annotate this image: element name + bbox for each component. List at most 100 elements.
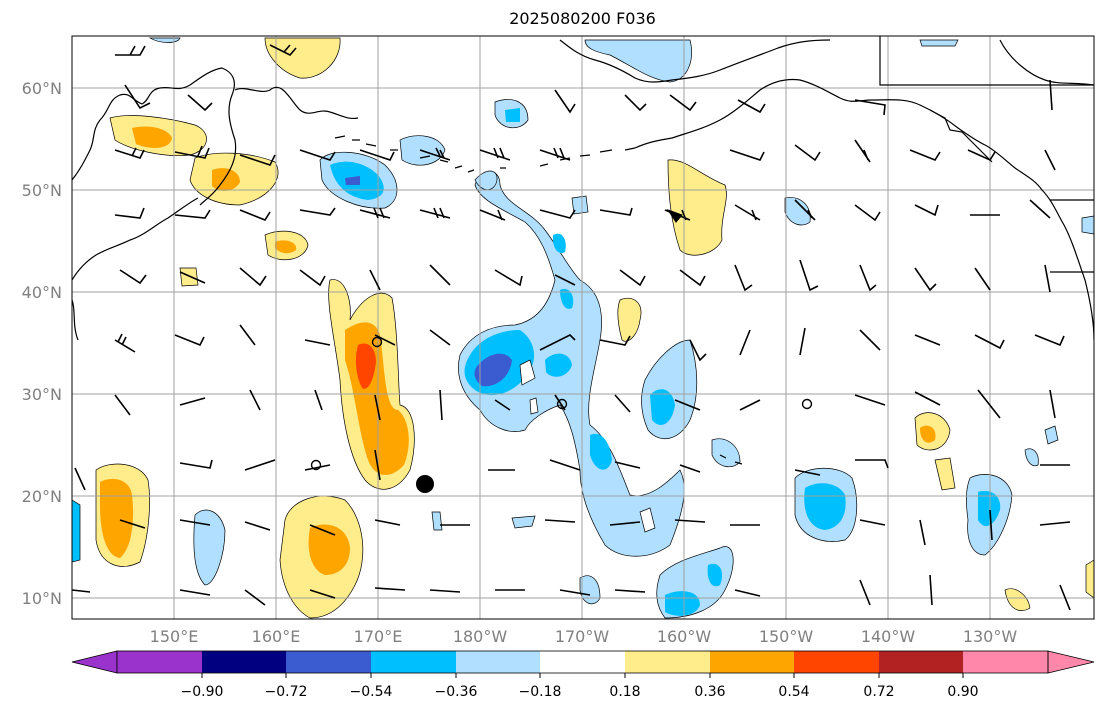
lon-label-170e: 170°E [354, 627, 403, 646]
wind-barb [674, 399, 701, 411]
negative-anomaly-core [804, 483, 846, 530]
wind-barb [854, 99, 886, 116]
negative-anomaly-core [505, 108, 520, 122]
colorbar-segment [117, 651, 202, 673]
wind-barb [479, 209, 506, 221]
wind-barb [179, 519, 211, 526]
wind-barb [179, 271, 206, 284]
negative-anomaly-peak [474, 353, 512, 387]
negative-anomaly-region [919, 39, 959, 47]
wind-barb [239, 267, 267, 287]
colorbar-tick-label: 0.72 [863, 684, 894, 700]
lat-label-60n: 60°N [22, 79, 62, 98]
colorbar-segment [202, 651, 286, 673]
colorbar-segment [710, 651, 794, 673]
colorbar-tick-label: 0.54 [778, 684, 809, 700]
wind-barb [479, 147, 511, 161]
wind-barb [374, 587, 406, 591]
lon-label-130w: 130°W [963, 627, 1018, 646]
wind-barb [554, 274, 576, 286]
wind-barb [929, 574, 933, 606]
wind-barb [739, 399, 761, 411]
wind-barb [429, 264, 451, 286]
calm-wind-marker [801, 398, 813, 410]
map-title: 2025080200 F036 [509, 9, 656, 28]
lon-label-170w: 170°W [555, 627, 610, 646]
wind-barb [854, 204, 881, 222]
anomaly-hole [639, 507, 656, 533]
country-border [879, 36, 1094, 86]
negative-anomaly-peak [345, 176, 360, 185]
colorbar-segment [371, 651, 456, 673]
wind-barb [855, 459, 889, 469]
wind-barb [269, 44, 297, 56]
wind-barb [914, 267, 937, 292]
wind-barb [794, 144, 821, 162]
province-border [1050, 199, 1094, 273]
wind-barb [309, 589, 336, 599]
lat-label-50n: 50°N [22, 181, 62, 200]
wind-barb [734, 204, 761, 221]
negative-anomaly-core [590, 433, 612, 470]
negative-anomaly-region [584, 39, 692, 83]
wind-barb-flag [666, 209, 683, 223]
wind-barb [549, 459, 581, 471]
positive-anomaly-core [132, 126, 172, 148]
wind-barb [374, 334, 396, 346]
calm-wind-marker [371, 336, 383, 348]
calm-wind-marker [556, 398, 568, 410]
colorbar-segment [286, 651, 371, 673]
wind-barb [609, 521, 641, 526]
wind-barb [309, 524, 336, 536]
alaska-north-coast [559, 39, 831, 83]
gulf-coast-detail [929, 109, 993, 163]
wind-barb [244, 589, 266, 606]
wind-barb [119, 269, 147, 285]
wind-barb [614, 461, 641, 469]
wind-barb [115, 45, 146, 56]
wind-barb [239, 154, 276, 166]
lon-label-150w: 150°W [759, 627, 814, 646]
wind-barb [1029, 199, 1051, 219]
colorbar-tick-label: −0.54 [350, 684, 393, 700]
negative-anomaly-core [978, 490, 1001, 527]
wind-barb [974, 334, 1005, 350]
wind-barb [1059, 584, 1071, 611]
calm-wind-marker [310, 459, 322, 471]
wind-barb [914, 391, 941, 406]
wind-barb [854, 139, 871, 163]
wind-barb [619, 269, 646, 287]
wind-barb [914, 204, 939, 217]
wind-barb [494, 269, 523, 287]
alaska-coastline [634, 78, 1094, 341]
wind-barb [244, 521, 271, 531]
positive-anomaly-peak [355, 343, 376, 389]
wind-barb [914, 334, 941, 346]
wind-barb [539, 147, 571, 161]
negative-anomaly-core [665, 591, 700, 616]
positive-anomaly-core [308, 524, 350, 575]
lon-label-150e: 150°E [150, 627, 199, 646]
colorbar-tick-label: 0.36 [694, 684, 725, 700]
wind-barb [624, 94, 647, 112]
wind-barb [124, 84, 151, 110]
colorbar-outline [116, 650, 1049, 674]
colorbar: −0.90 −0.72 −0.54 −0.36 −0.18 0.18 0.36 … [71, 650, 1095, 700]
wind-barb [429, 589, 461, 593]
positive-anomaly-region [1004, 588, 1031, 611]
negative-anomaly-region [1044, 425, 1059, 445]
wind-barb [374, 394, 381, 421]
wind-barb [304, 464, 331, 471]
wind-barb [614, 589, 646, 593]
negative-anomaly-core [650, 389, 675, 425]
anomaly-shading [72, 37, 1094, 619]
wind-barb [187, 94, 213, 112]
asia-coastline [72, 197, 199, 281]
wind-barb [977, 389, 1001, 419]
graticule [72, 36, 1094, 619]
wind-barb [544, 519, 576, 523]
wind-barb [1039, 521, 1071, 526]
positive-anomaly-region [667, 159, 727, 256]
wind-barb [74, 467, 86, 491]
colorbar-segment [540, 651, 625, 673]
